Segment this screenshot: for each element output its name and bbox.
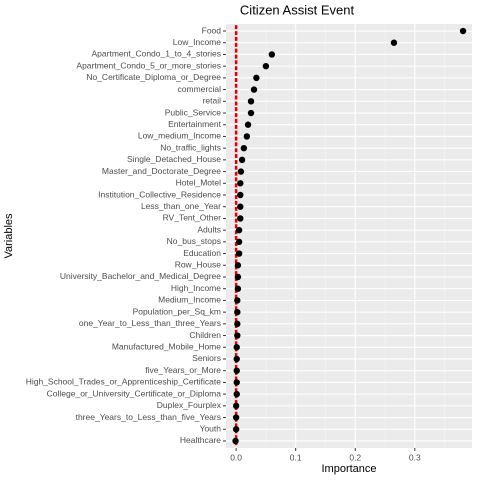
x-tick-label: 0.3 xyxy=(409,452,421,462)
dot xyxy=(232,426,240,433)
y-tick-label: Food xyxy=(202,25,222,35)
y-tick-label: University_Bachelor_and_Medical_Degree xyxy=(60,271,221,281)
dot xyxy=(238,156,246,164)
dot xyxy=(235,226,243,234)
x-tick-label: 0.1 xyxy=(290,452,302,462)
dot xyxy=(234,262,242,269)
y-tick-label: College_or_University_Certificate_or_Dip… xyxy=(47,388,222,398)
dot xyxy=(234,308,241,316)
dot xyxy=(243,133,251,140)
y-tick-label: Education xyxy=(183,248,221,258)
dot xyxy=(234,332,241,339)
y-tick-label: No_Certificate_Diploma_or_Degree xyxy=(86,72,221,82)
dot xyxy=(234,285,242,292)
y-tick-label: Duplex_Fourplex xyxy=(157,400,222,410)
y-tick-label: Public_Service xyxy=(165,107,221,117)
y-axis-label: Variables xyxy=(3,213,15,259)
dot xyxy=(390,39,398,46)
y-tick-label: Entertainment xyxy=(168,119,222,129)
y-tick-label: High_School_Trades_or_Apprenticeship_Cer… xyxy=(26,377,222,387)
y-tick-label: Healthcare xyxy=(180,435,221,445)
y-tick-label: Low_medium_Income xyxy=(138,131,221,141)
dot xyxy=(235,238,243,246)
y-tick-label: Row_House xyxy=(175,260,222,270)
y-tick-label: No_bus_stops xyxy=(167,236,221,246)
y-tick-label: three_Years_to_Less_than_five_Years xyxy=(76,412,221,422)
dot xyxy=(234,297,241,304)
y-tick-label: Single_Detached_House xyxy=(127,154,221,164)
dot xyxy=(240,144,248,152)
x-tick-label: 0.2 xyxy=(349,452,361,462)
chart-title: Citizen Assist Event xyxy=(240,2,355,17)
y-tick-label: Institution_Collective_Residence xyxy=(98,189,221,199)
dot xyxy=(237,168,245,175)
dot xyxy=(237,191,244,199)
y-tick-label: Hotel_Motel xyxy=(176,178,221,188)
dot xyxy=(232,437,239,445)
y-tick-label: Low_Income xyxy=(173,37,221,47)
dot xyxy=(237,180,244,187)
dot xyxy=(235,250,243,257)
y-tick-label: Manufactured_Mobile_Home xyxy=(112,342,221,352)
dot xyxy=(247,98,255,105)
dot xyxy=(250,86,258,93)
dot xyxy=(268,51,276,58)
dot xyxy=(262,62,270,70)
dot xyxy=(233,344,240,351)
y-tick-label: Population_per_Sq_km xyxy=(133,306,221,316)
y-tick-label: Children xyxy=(189,330,221,340)
dot xyxy=(232,402,240,410)
y-tick-label: commercial xyxy=(178,84,222,94)
dot xyxy=(253,74,260,82)
y-tick-label: Apartment_Condo_5_or_more_stories xyxy=(76,60,221,70)
y-tick-label: Medium_Income xyxy=(158,295,221,305)
y-tick-label: Less_than_one_Year xyxy=(141,201,221,211)
dot xyxy=(232,414,240,421)
dot xyxy=(237,215,244,222)
y-tick-label: No_traffic_lights xyxy=(160,142,221,152)
dot xyxy=(233,355,240,363)
dot xyxy=(233,367,240,374)
x-axis-label: Importance xyxy=(321,463,376,475)
y-tick-label: Adults xyxy=(197,224,221,234)
y-tick-label: Master_and_Doctorate_Degree xyxy=(102,166,221,176)
y-tick-label: RV_Tent_Other xyxy=(163,213,222,223)
x-tick-label: 0.0 xyxy=(230,452,242,462)
y-tick-label: retail xyxy=(203,96,222,106)
dot xyxy=(233,379,240,386)
dot xyxy=(233,390,240,398)
dot xyxy=(234,320,241,328)
dot xyxy=(237,203,244,210)
dot xyxy=(459,27,467,35)
y-tick-label: High_Income xyxy=(171,283,221,293)
y-tick-label: five_Years_or_More xyxy=(145,365,221,375)
y-tick-label: one_Year_to_Less_than_three_Years xyxy=(79,318,221,328)
y-tick-label: Youth xyxy=(200,424,222,434)
dot xyxy=(247,109,255,117)
dot xyxy=(234,273,242,281)
dot xyxy=(244,121,252,128)
panel xyxy=(226,24,472,448)
y-tick-label: Seniors xyxy=(192,353,221,363)
y-tick-label: Apartment_Condo_1_to_4_stories xyxy=(92,49,221,59)
